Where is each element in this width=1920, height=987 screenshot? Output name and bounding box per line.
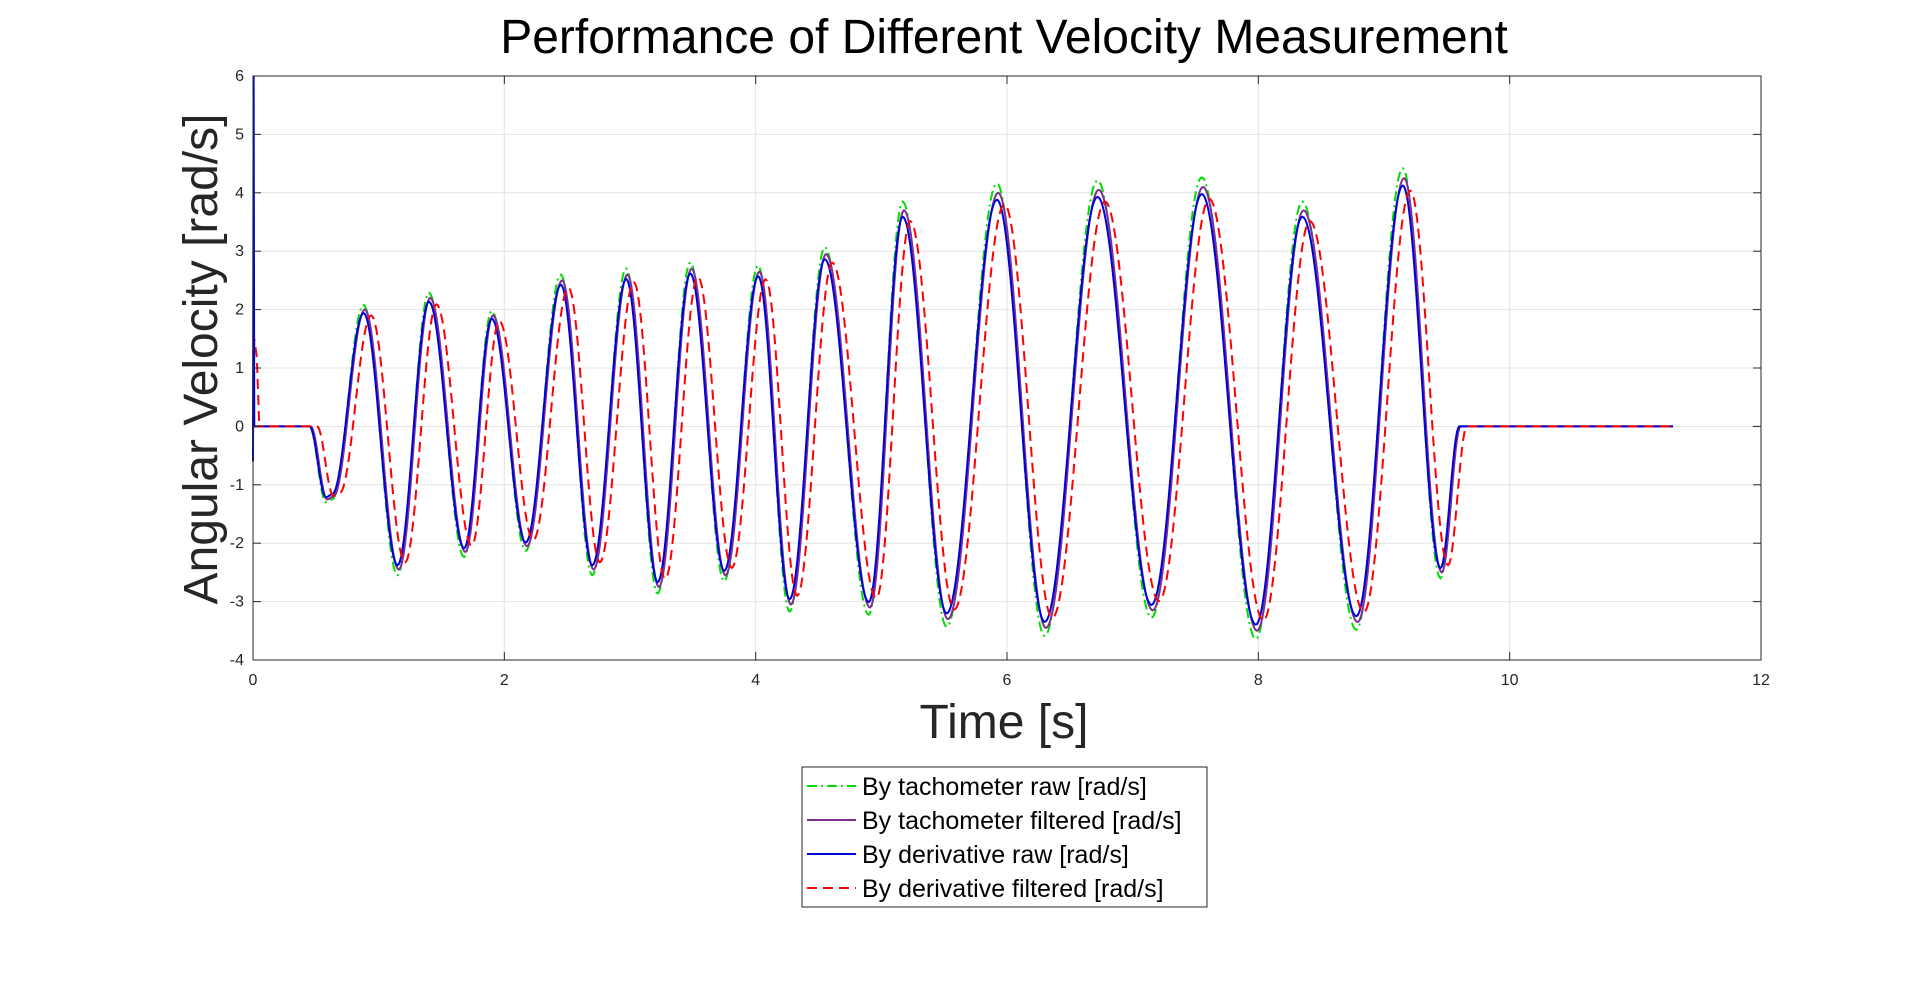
x-axis-label: Time [s] — [920, 696, 1089, 749]
y-tick-label: -4 — [230, 652, 244, 669]
x-tick-label: 0 — [249, 672, 258, 689]
chart-title: Performance of Different Velocity Measur… — [500, 11, 1508, 64]
y-tick-label: 5 — [235, 126, 244, 143]
y-tick-label: 0 — [235, 418, 244, 435]
y-tick-label: 6 — [235, 68, 244, 85]
legend-label-0: By tachometer raw [rad/s] — [862, 773, 1147, 801]
y-tick-label: -1 — [230, 477, 244, 494]
x-tick-label: 4 — [751, 672, 760, 689]
x-tick-label: 2 — [500, 672, 509, 689]
y-tick-label: 4 — [235, 185, 244, 202]
series-line-2 — [253, 184, 1674, 626]
y-tick-label: 3 — [235, 243, 244, 260]
series-line-3 — [253, 189, 1674, 622]
legend: By tachometer raw [rad/s] By tachometer f… — [801, 766, 1208, 908]
series-layer — [252, 75, 1674, 641]
y-tick-label: -3 — [230, 594, 244, 611]
y-axis-label: Angular Velocity [rad/s] — [175, 114, 228, 605]
y-tick-label: 1 — [235, 360, 244, 377]
legend-label-1: By tachometer filtered [rad/s] — [862, 807, 1182, 835]
y-tick-label: 2 — [235, 302, 244, 319]
series-line-1 — [253, 176, 1674, 632]
series-line-0 — [253, 167, 1674, 641]
x-tick-label: 10 — [1501, 672, 1519, 689]
grid — [252, 75, 1762, 661]
legend-label-3: By derivative filtered [rad/s] — [862, 875, 1164, 903]
x-tick-label: 6 — [1003, 672, 1012, 689]
y-tick-label: -2 — [230, 535, 244, 552]
legend-label-2: By derivative raw [rad/s] — [862, 841, 1129, 869]
x-tick-label: 8 — [1254, 672, 1263, 689]
legend-box — [801, 766, 1208, 908]
x-tick-label: 12 — [1752, 672, 1770, 689]
